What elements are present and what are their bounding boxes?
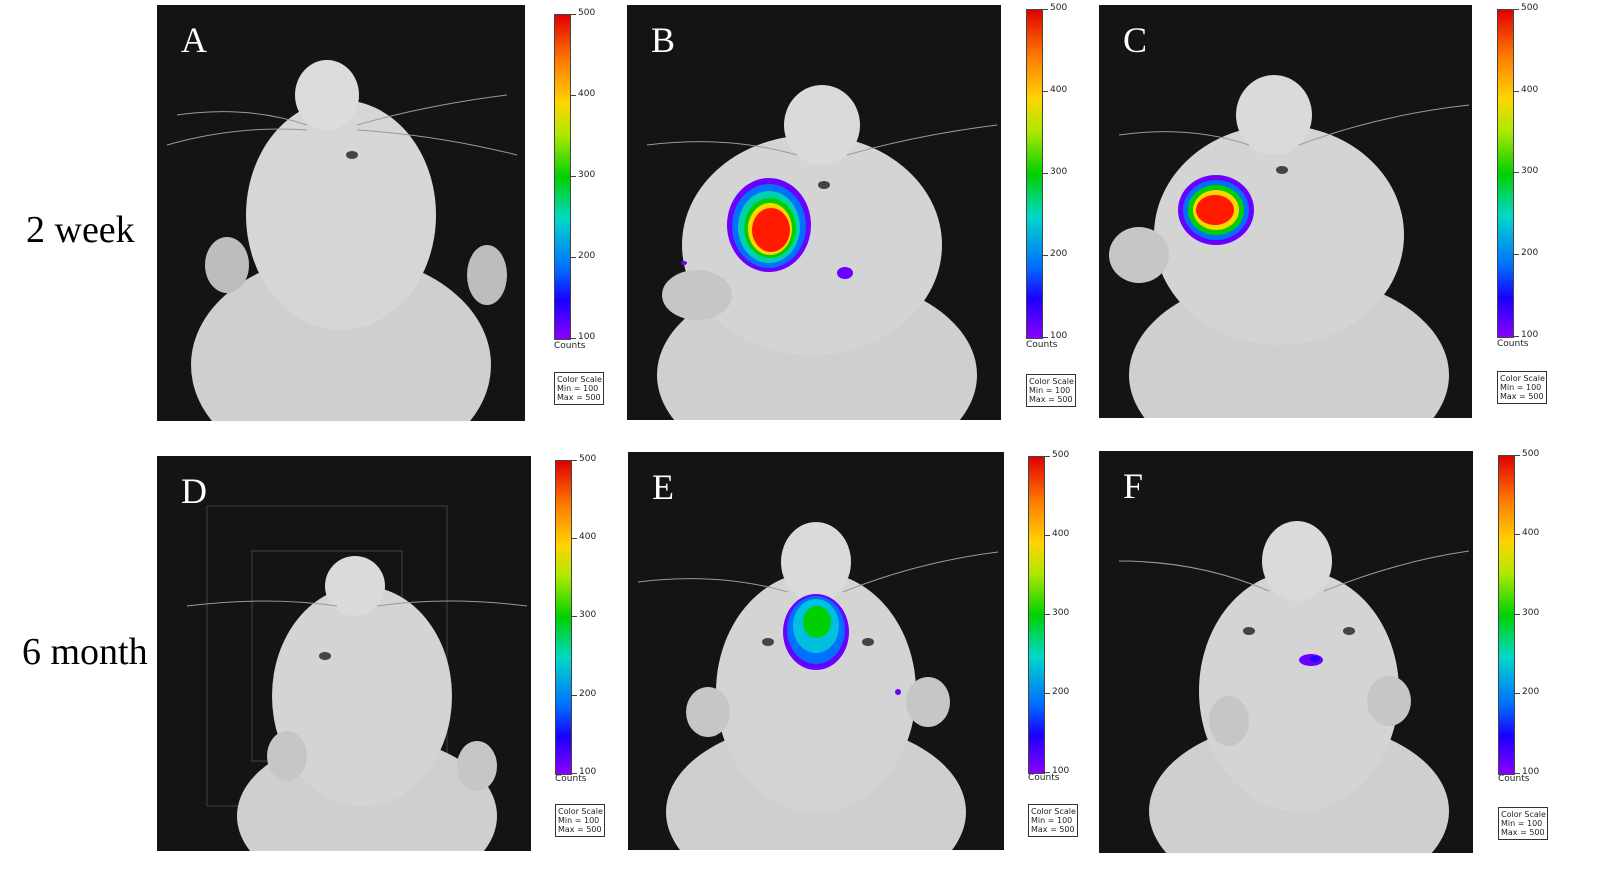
tick-label-500: 500: [1521, 3, 1539, 13]
color-scale-title: Color Scale: [1500, 374, 1545, 383]
color-scale-title: Color Scale: [1031, 807, 1076, 816]
mouse-image-c: [1109, 75, 1470, 418]
panel-d: D: [157, 456, 531, 851]
colorbar-c: 500 400 300 200 100 Counts Color Scale M…: [1497, 3, 1557, 410]
color-scale-min: Min = 100: [1031, 816, 1073, 825]
tick-label-200: 200: [1522, 687, 1540, 697]
tick-label-400: 400: [1052, 529, 1070, 539]
color-scale-min: Min = 100: [558, 816, 600, 825]
colorbar-gradient: [555, 460, 572, 775]
tick-label-300: 300: [579, 610, 597, 620]
color-scale-max: Max = 500: [557, 393, 601, 402]
colorbar-a: 500 400 300 200 100 Counts Color Scale M…: [554, 8, 614, 410]
color-scale-title: Color Scale: [1501, 810, 1546, 819]
tick-label-100: 100: [579, 767, 597, 777]
luminescence-signal: [1178, 175, 1254, 245]
tick-label-500: 500: [578, 8, 596, 18]
tick-label-300: 300: [1522, 608, 1540, 618]
tick-label-100: 100: [1050, 331, 1068, 341]
color-scale-max: Max = 500: [1501, 828, 1545, 837]
tick-label-500: 500: [1522, 449, 1540, 459]
counts-label: Counts: [555, 774, 587, 784]
tick-label-400: 400: [1050, 85, 1068, 95]
tick-label-400: 400: [578, 89, 596, 99]
color-scale-min: Min = 100: [1500, 383, 1542, 392]
mouse-image-d: [186, 505, 528, 851]
panel-letter: E: [652, 467, 674, 507]
color-scale-max: Max = 500: [1031, 825, 1075, 834]
tick-label-300: 300: [1050, 167, 1068, 177]
color-scale-title: Color Scale: [558, 807, 603, 816]
color-scale-title: Color Scale: [1029, 377, 1074, 386]
tick-label-400: 400: [1521, 85, 1539, 95]
colorbar-gradient: [1498, 455, 1515, 775]
tick-label-500: 500: [1050, 3, 1068, 13]
panel-a: A: [157, 5, 525, 421]
panel-letter: C: [1123, 20, 1148, 60]
panel-letter: B: [651, 20, 676, 60]
mouse-image-a: [166, 60, 518, 421]
color-scale-box: Color Scale Min = 100 Max = 500: [1028, 804, 1078, 837]
mouse-image-b: [646, 85, 998, 420]
tick-label-200: 200: [578, 251, 596, 261]
tick-label-300: 300: [578, 170, 596, 180]
panel-b: B: [627, 5, 1001, 420]
tick-label-100: 100: [1521, 330, 1539, 340]
panel-e: E: [628, 452, 1004, 850]
colorbar-d: 500 400 300 200 100 Counts Color Scale M…: [555, 454, 615, 846]
color-scale-box: Color Scale Min = 100 Max = 500: [1497, 371, 1547, 404]
color-scale-min: Min = 100: [557, 384, 599, 393]
row-label-6-month: 6 month: [22, 631, 148, 673]
color-scale-box: Color Scale Min = 100 Max = 500: [554, 372, 604, 405]
counts-label: Counts: [1026, 340, 1058, 350]
tick-label-100: 100: [1052, 766, 1070, 776]
tick-label-300: 300: [1521, 166, 1539, 176]
tick-label-200: 200: [1052, 687, 1070, 697]
panel-letter: A: [181, 20, 207, 60]
counts-label: Counts: [1498, 774, 1530, 784]
row-label-2-week: 2 week: [26, 209, 135, 251]
tick-label-400: 400: [579, 532, 597, 542]
tick-label-300: 300: [1052, 608, 1070, 618]
color-scale-max: Max = 500: [558, 825, 602, 834]
tick-label-500: 500: [579, 454, 597, 464]
counts-label: Counts: [1497, 339, 1529, 349]
color-scale-min: Min = 100: [1501, 819, 1543, 828]
mouse-image-f: [1118, 521, 1470, 853]
luminescence-signal: [1299, 654, 1323, 666]
color-scale-box: Color Scale Min = 100 Max = 500: [1026, 374, 1076, 407]
colorbar-gradient: [554, 14, 571, 340]
colorbar-gradient: [1028, 456, 1045, 774]
color-scale-max: Max = 500: [1029, 395, 1073, 404]
tick-label-200: 200: [1521, 248, 1539, 258]
colorbar-gradient: [1026, 9, 1043, 339]
counts-label: Counts: [1028, 773, 1060, 783]
tick-label-500: 500: [1052, 450, 1070, 460]
panel-letter: F: [1123, 466, 1144, 506]
color-scale-box: Color Scale Min = 100 Max = 500: [1498, 807, 1548, 840]
tick-label-200: 200: [579, 689, 597, 699]
luminescence-signal: [783, 594, 901, 695]
luminescence-signal: [681, 178, 853, 279]
color-scale-box: Color Scale Min = 100 Max = 500: [555, 804, 605, 837]
tick-label-400: 400: [1522, 528, 1540, 538]
counts-label: Counts: [554, 341, 586, 351]
tick-label-100: 100: [1522, 767, 1540, 777]
colorbar-e: 500 400 300 200 100 Counts Color Scale M…: [1028, 450, 1088, 847]
colorbar-f: 500 400 300 200 100 Counts Color Scale M…: [1498, 449, 1558, 846]
color-scale-min: Min = 100: [1029, 386, 1071, 395]
mouse-image-e: [637, 522, 999, 850]
panel-letter: D: [181, 471, 207, 511]
tick-label-100: 100: [578, 332, 596, 342]
panel-f: F: [1099, 451, 1473, 853]
colorbar-gradient: [1497, 9, 1514, 338]
color-scale-max: Max = 500: [1500, 392, 1544, 401]
colorbar-b: 500 400 300 200 100 Counts Color Scale M…: [1026, 3, 1086, 410]
color-scale-title: Color Scale: [557, 375, 602, 384]
panel-c: C: [1099, 5, 1472, 418]
tick-label-200: 200: [1050, 249, 1068, 259]
